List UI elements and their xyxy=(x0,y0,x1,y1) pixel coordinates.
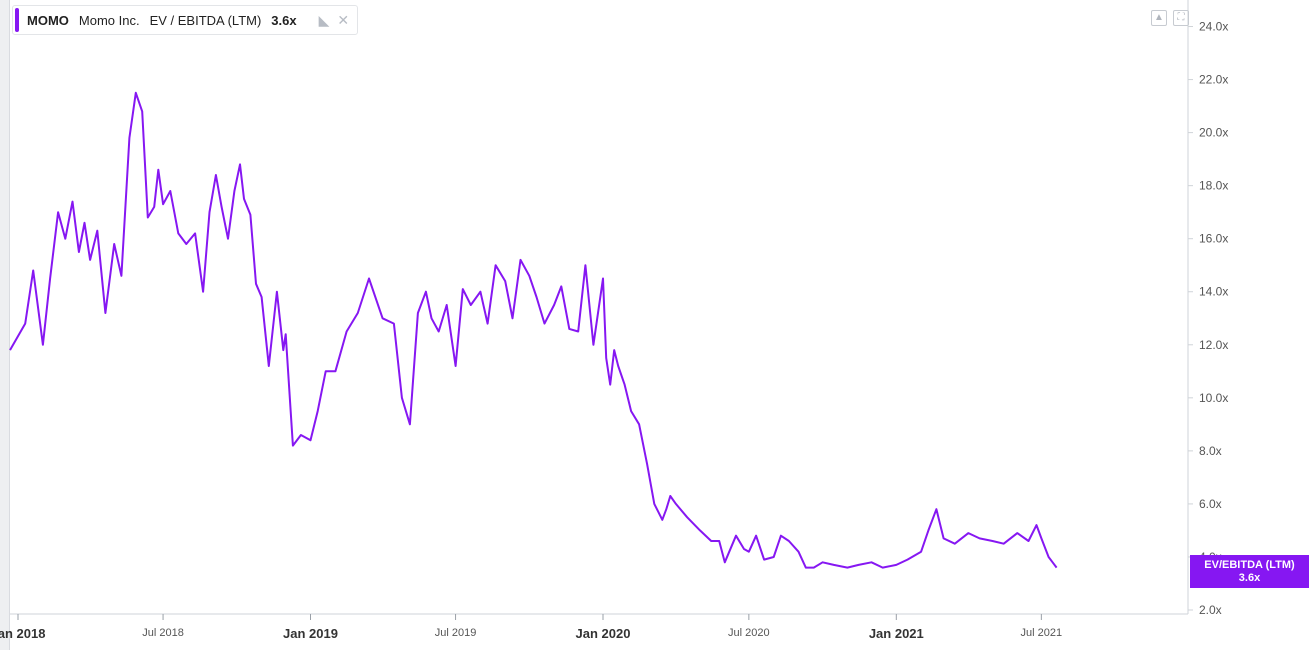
series-color-swatch xyxy=(15,8,19,32)
y-tick-label: 8.0x xyxy=(1199,444,1222,458)
current-value-tag: EV/EBITDA (LTM) 3.6x xyxy=(1190,555,1309,588)
x-tick-label: Jul 2021 xyxy=(1021,627,1063,639)
legend-ticker: MOMO xyxy=(27,12,69,28)
x-tick-label: Jul 2019 xyxy=(435,627,477,639)
legend-value: 3.6x xyxy=(271,12,297,28)
y-tick-label: 22.0x xyxy=(1199,73,1228,87)
y-axis: 2.0x4.0x6.0x8.0x10.0x12.0x14.0x16.0x18.0… xyxy=(1188,20,1228,617)
y-tick-label: 20.0x xyxy=(1199,126,1228,140)
x-tick-label: Jul 2018 xyxy=(142,627,184,639)
x-tick-label: Jul 2020 xyxy=(728,627,770,639)
y-tick-label: 18.0x xyxy=(1199,179,1228,193)
expand-icon[interactable]: ⛶ xyxy=(1173,10,1189,26)
close-icon[interactable]: ✕ xyxy=(337,11,350,28)
y-tick-label: 10.0x xyxy=(1199,391,1228,405)
plot-frame xyxy=(10,0,1189,615)
x-tick-label: Jan 2018 xyxy=(0,626,45,641)
value-tag-label: EV/EBITDA (LTM) xyxy=(1204,558,1295,571)
left-panel-edge xyxy=(0,0,10,650)
x-axis: Jan 2018 Jul 2018 Jan 2019 Jul 2019 Jan 2020… xyxy=(0,614,1062,641)
x-tick-label: Jan 2019 xyxy=(283,626,338,641)
y-tick-label: 12.0x xyxy=(1199,338,1228,352)
y-tick-label: 24.0x xyxy=(1199,20,1228,34)
chart-toolbar: ▲ ⛶ xyxy=(1151,10,1189,26)
y-tick-label: 6.0x xyxy=(1199,497,1222,511)
scroll-to-top-icon[interactable]: ▲ xyxy=(1151,10,1167,26)
value-tag-value: 3.6x xyxy=(1238,571,1261,584)
paint-bucket-icon[interactable]: ◣ xyxy=(318,11,330,28)
series-line-ev-ebitda xyxy=(9,91,1058,569)
y-tick-label: 14.0x xyxy=(1199,285,1228,299)
legend: MOMO Momo Inc. EV / EBITDA (LTM) 3.6x ◣ … xyxy=(12,5,359,35)
legend-metric: EV / EBITDA (LTM) xyxy=(149,12,262,28)
x-tick-label: Jan 2021 xyxy=(869,626,924,641)
x-tick-label: Jan 2020 xyxy=(576,626,631,641)
y-tick-label: 16.0x xyxy=(1199,232,1228,246)
y-tick-label: 2.0x xyxy=(1199,603,1222,617)
legend-company: Momo Inc. xyxy=(78,12,140,28)
